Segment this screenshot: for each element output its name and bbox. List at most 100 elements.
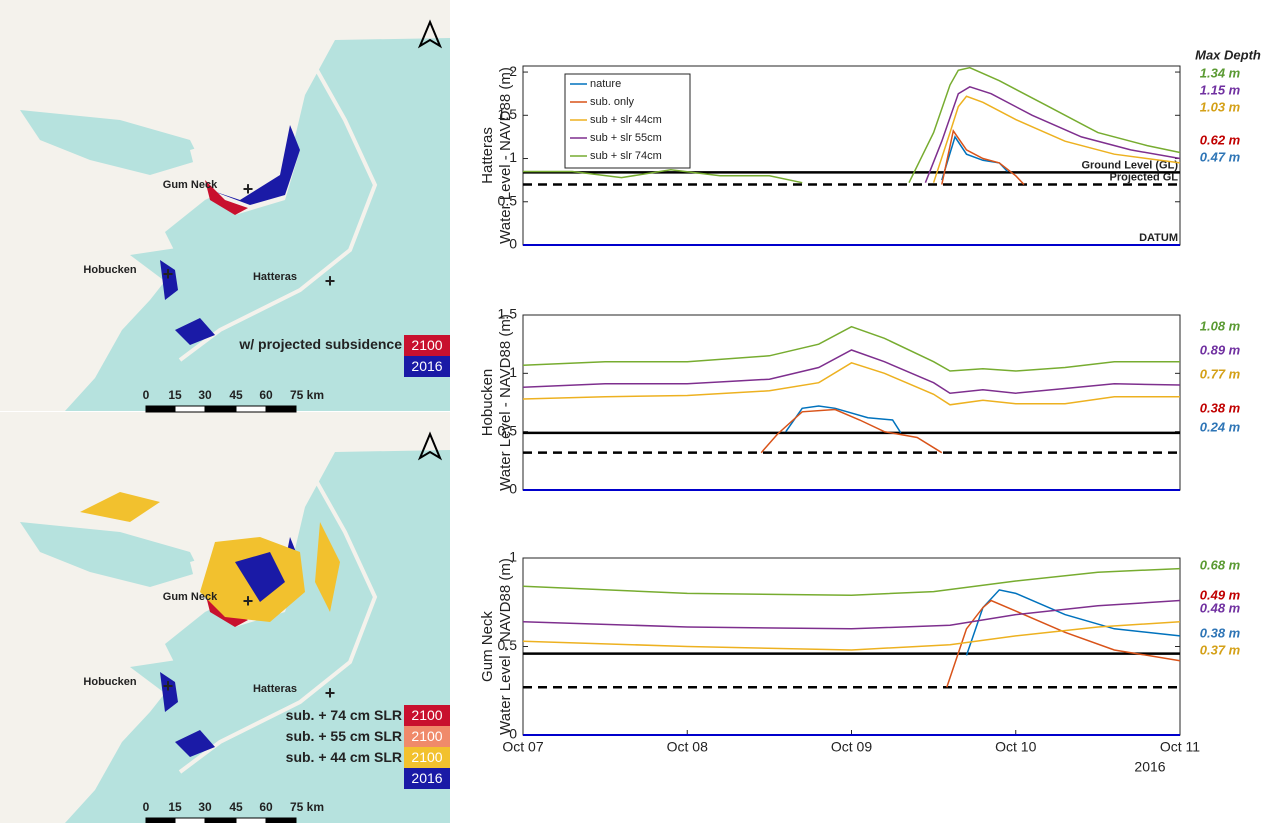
place-marker: + (243, 591, 254, 611)
scale-bar (174, 405, 206, 413)
legend-year: 2016 (411, 770, 442, 786)
depth-title: Max Depth (1195, 47, 1261, 62)
y-tick-label: 2 (509, 63, 517, 79)
map-title: w/ projected subsidence (238, 336, 402, 352)
y-tick-label: 0 (509, 481, 517, 497)
y-tick-label: 1 (509, 364, 517, 380)
place-label: Hatteras (253, 683, 297, 695)
legend-swatch (404, 335, 450, 356)
reference-label: DATUM (1139, 232, 1178, 244)
series-line (522, 599, 1181, 630)
scale-label: 30 (198, 800, 212, 814)
scale-label: 15 (168, 388, 182, 402)
depth-label: 0.62 m (1200, 132, 1241, 147)
y-tick-label: 1.5 (498, 106, 518, 122)
place-marker: + (243, 179, 254, 199)
scale-bar (145, 405, 176, 413)
scale-label: 75 km (290, 800, 324, 814)
y-tick-label: 1 (509, 149, 517, 165)
legend-year: 2100 (411, 749, 442, 765)
series-line (522, 567, 1181, 596)
depth-label: 0.38 m (1200, 625, 1241, 640)
reference-label: Projected GL (1110, 171, 1179, 183)
depth-label: 1.34 m (1200, 65, 1241, 80)
legend-scenario: sub. + 74 cm SLR (286, 707, 402, 723)
scale-bar (204, 405, 237, 413)
depth-label: 0.89 m (1200, 342, 1241, 357)
place-label: Gum Neck (163, 179, 218, 191)
x-tick-label: Oct 11 (1160, 739, 1200, 755)
legend-swatch (404, 356, 450, 377)
place-label: Hatteras (253, 271, 297, 283)
legend: nature sub. only sub + slr 44cm sub + slr 5… (564, 73, 691, 169)
map-bottom (0, 410, 452, 823)
depth-label: 0.77 m (1200, 366, 1241, 381)
scale-bar (235, 817, 267, 823)
depth-label: 0.68 m (1200, 557, 1241, 572)
scale-label: 60 (259, 800, 273, 814)
depth-label: 0.38 m (1200, 400, 1241, 415)
series-line (965, 589, 1181, 656)
scale-bar (235, 405, 267, 413)
place-marker: + (325, 271, 336, 291)
scale-label: 60 (259, 388, 273, 402)
y-axis-label: Water Level - NAVD88 (m) (497, 314, 514, 491)
legend-year: 2100 (411, 707, 442, 723)
depth-label: 0.24 m (1200, 419, 1241, 434)
series-line (941, 129, 1025, 186)
series-line (523, 66, 1181, 184)
legend-swatch (404, 768, 450, 789)
plot-frame (522, 314, 1181, 491)
legend-label: sub + slr 74cm (590, 150, 662, 162)
x-tick-label: Oct 08 (667, 739, 708, 755)
legend-scenario: sub. + 55 cm SLR (286, 728, 402, 744)
scale-label: 0 (143, 800, 150, 814)
legend-label: sub. only (590, 96, 635, 108)
place-marker: + (163, 264, 174, 284)
legend-year: 2100 (411, 728, 442, 744)
depth-label: 1.03 m (1200, 99, 1241, 114)
legend-label: sub + slr 55cm (590, 132, 662, 144)
x-tick-label: Oct 10 (995, 739, 1036, 755)
place-marker: + (325, 683, 336, 703)
series-line (760, 408, 943, 454)
place-marker: + (163, 676, 174, 696)
y-tick-label: 0.5 (498, 637, 518, 653)
y-tick-label: 1.5 (498, 306, 518, 322)
y-tick-label: 0.5 (498, 192, 518, 208)
reference-label: Ground Level (GL) (1081, 159, 1178, 171)
series-line (522, 349, 1181, 394)
scale-bar (145, 817, 176, 823)
series-line (785, 405, 902, 434)
x-tick-label: Oct 07 (502, 739, 543, 755)
series-line (924, 85, 1181, 183)
scale-label: 45 (229, 388, 243, 402)
north-arrow (417, 19, 443, 461)
legend-label: sub + slr 44cm (590, 114, 662, 126)
depth-label: 1.15 m (1200, 82, 1241, 97)
scale-bar (265, 405, 297, 413)
legend-box (564, 73, 691, 169)
place-label: Gum Neck (163, 591, 218, 603)
series-line (941, 135, 1009, 181)
legend-swatch (404, 705, 450, 726)
y-axis-label: Gum Neck (479, 611, 496, 682)
plot-frame (522, 557, 1181, 736)
place-label: Hobucken (83, 264, 136, 276)
x-tick-label: Oct 09 (831, 739, 872, 755)
scale-label: 30 (198, 388, 212, 402)
x-year-label: 2016 (1134, 759, 1165, 775)
y-tick-label: 0 (509, 236, 517, 252)
series-line (522, 361, 1180, 406)
y-axis-label: Hobucken (479, 369, 496, 437)
place-label: Hobucken (83, 676, 136, 688)
y-tick-label: 0 (509, 726, 517, 742)
legend-swatch (404, 747, 450, 768)
scale-bar (265, 817, 297, 823)
depth-label: 0.49 m (1200, 587, 1241, 602)
depth-label: 1.08 m (1200, 318, 1241, 333)
depth-label: 0.48 m (1200, 600, 1241, 615)
series-line (522, 325, 1180, 372)
legend-year: 2016 (411, 358, 442, 374)
